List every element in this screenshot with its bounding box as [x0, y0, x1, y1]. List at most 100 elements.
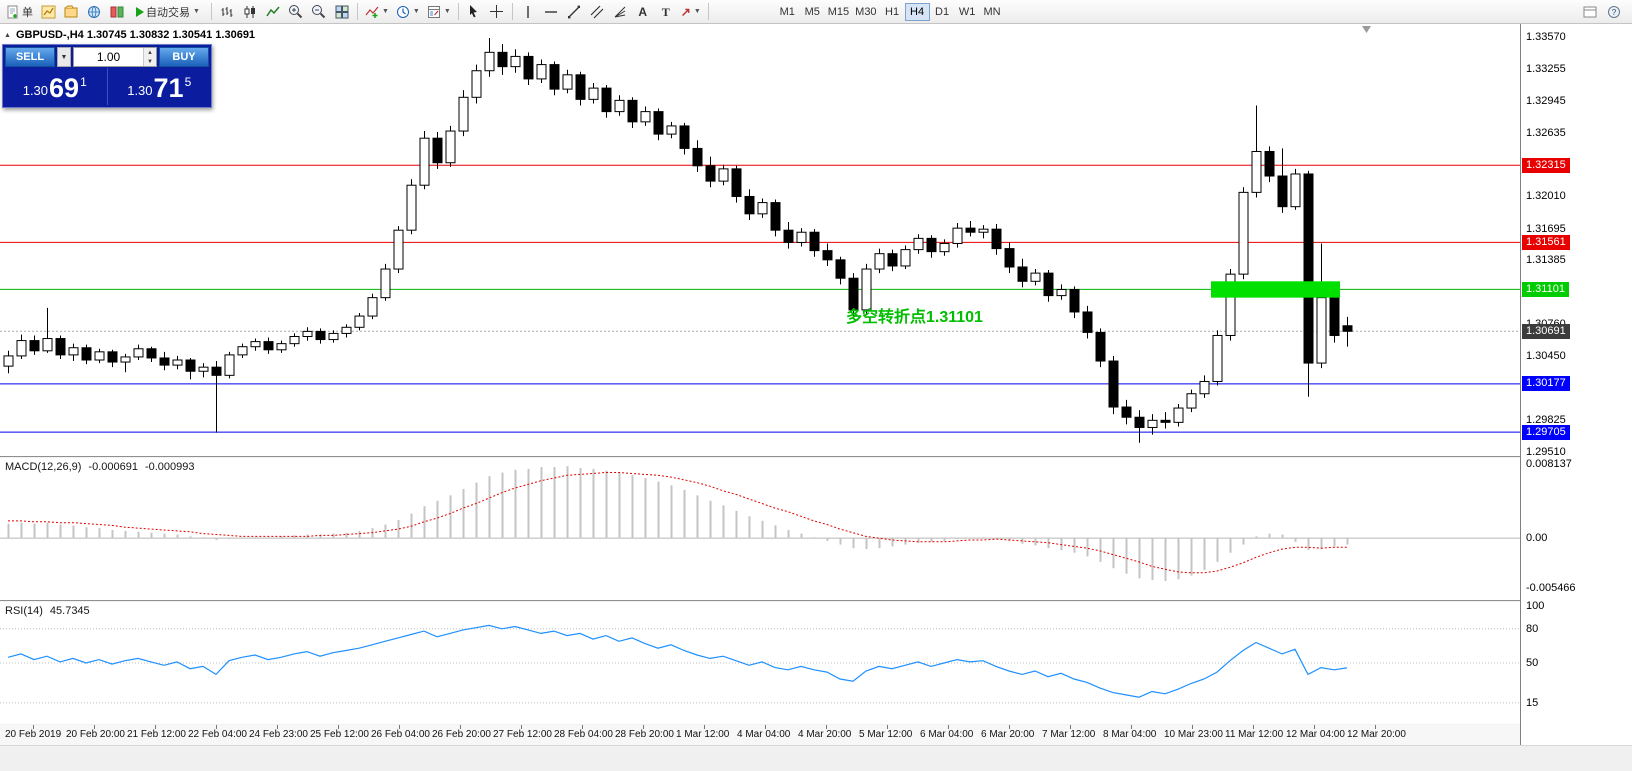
- toolbar: 单 自动交易 ▼: [0, 0, 1632, 24]
- time-tick: [887, 725, 888, 729]
- buy-price-prefix: 1.30: [127, 83, 153, 98]
- panel-splitter[interactable]: [0, 600, 1632, 602]
- bar-chart-icon: [221, 6, 233, 17]
- timeframe-toolbar: M1 M5 M15 M30 H1 H4 D1 W1 MN: [775, 2, 1005, 21]
- autotrading-button[interactable]: 自动交易 ▼: [129, 2, 207, 22]
- timeframe-d1[interactable]: D1: [935, 5, 950, 18]
- sell-price[interactable]: 1.30 69 1: [3, 68, 107, 105]
- buy-button[interactable]: BUY: [159, 47, 209, 67]
- timeframe-mn[interactable]: MN: [983, 5, 1001, 18]
- window-list-button[interactable]: [1579, 2, 1601, 22]
- volume-down-icon[interactable]: ▼: [144, 57, 156, 66]
- price-tag-1.31561: 1.31561: [1522, 234, 1570, 250]
- price-tag-1.30177: 1.30177: [1522, 376, 1570, 392]
- buy-price[interactable]: 1.30 71 5: [108, 68, 212, 105]
- cursor-tool-button[interactable]: [463, 2, 485, 22]
- time-label: 22 Feb 04:00: [188, 729, 247, 740]
- oneclick-collapse-arrow-icon[interactable]: ▲: [4, 31, 11, 39]
- text-label-tool[interactable]: T: [655, 2, 677, 22]
- channel-tool[interactable]: [586, 2, 608, 22]
- line-chart-button[interactable]: [262, 2, 284, 22]
- timeframe-w1[interactable]: W1: [958, 5, 976, 18]
- time-label: 6 Mar 04:00: [920, 729, 974, 740]
- sell-price-big: 69: [49, 73, 80, 103]
- toolbar-right-group: ?: [1579, 2, 1625, 22]
- market-watch-icon[interactable]: [106, 2, 128, 22]
- chevron-down-icon: ▼: [693, 8, 701, 15]
- macd-name: MACD(12,26,9): [5, 461, 82, 473]
- time-label: 5 Mar 12:00: [859, 729, 913, 740]
- macd-axis-label: 0.008137: [1526, 458, 1572, 470]
- bar-chart-button[interactable]: [216, 2, 238, 22]
- fibonacci-tool[interactable]: [609, 2, 631, 22]
- time-tick: [338, 725, 339, 729]
- time-tick: [1192, 725, 1193, 729]
- indicators-icon: [365, 6, 379, 18]
- arrows-tool[interactable]: ↗ ▼: [678, 2, 704, 22]
- price-axis-label: 1.31695: [1526, 222, 1566, 235]
- zoom-in-button[interactable]: [285, 2, 307, 22]
- profiles-icon[interactable]: [60, 2, 82, 22]
- time-label: 12 Mar 20:00: [1347, 729, 1406, 740]
- timeframe-h4[interactable]: H4: [904, 2, 930, 21]
- timeframe-m30[interactable]: M30: [855, 5, 877, 18]
- chevron-down-icon: ▼: [381, 8, 389, 15]
- new-order-button[interactable]: 单: [3, 2, 36, 22]
- volume-input[interactable]: [74, 48, 143, 66]
- time-tick: [643, 725, 644, 729]
- channel-icon: [590, 5, 604, 18]
- time-tick: [948, 725, 949, 729]
- periods-button[interactable]: ▼: [393, 2, 423, 22]
- help-button[interactable]: ?: [1603, 2, 1625, 22]
- rsi-chart[interactable]: [0, 602, 1520, 724]
- chart-window-icon[interactable]: [37, 2, 59, 22]
- text-label-icon: T: [661, 4, 670, 19]
- horizontal-line-tool[interactable]: [540, 2, 562, 22]
- volume-field-wrap: ▲ ▼: [73, 47, 157, 67]
- one-click-prices: 1.30 69 1 1.30 71 5: [3, 68, 211, 105]
- zoom-out-button[interactable]: [308, 2, 330, 22]
- rsi-name: RSI(14): [5, 605, 43, 617]
- time-tick: [521, 725, 522, 729]
- profiles-glyph: [64, 5, 77, 17]
- timeframe-m1[interactable]: M1: [779, 5, 795, 18]
- indicators-button[interactable]: ▼: [362, 2, 392, 22]
- time-tick: [277, 725, 278, 729]
- toolbar-separator: [511, 3, 513, 20]
- volume-up-icon[interactable]: ▲: [144, 48, 156, 57]
- globe-glyph: [88, 5, 100, 18]
- tile-windows-button[interactable]: [331, 2, 353, 22]
- time-label: 20 Feb 2019: [5, 729, 62, 740]
- sell-button[interactable]: SELL: [5, 47, 55, 67]
- one-click-top-row: SELL ▼ ▲ ▼ BUY: [3, 45, 211, 68]
- time-axis[interactable]: 20 Feb 2019 20 Feb 20:00 21 Feb 12:00 22 Fe…: [0, 725, 1632, 745]
- candlestick-chart[interactable]: [0, 24, 1520, 456]
- macd-panel[interactable]: MACD(12,26,9) -0.000691 -0.000993: [0, 458, 1520, 600]
- rsi-panel[interactable]: RSI(14) 45.7345: [0, 602, 1520, 724]
- timeframe-m5[interactable]: M5: [804, 5, 820, 18]
- autotrading-label: 自动交易: [146, 6, 190, 19]
- macd-chart[interactable]: [0, 458, 1520, 600]
- chevron-down-icon: ▼: [443, 8, 451, 15]
- templates-button[interactable]: ▼: [424, 2, 454, 22]
- window-list-icon: [1583, 6, 1597, 17]
- rsi-axis-label: 100: [1526, 600, 1545, 612]
- price-chart-panel[interactable]: ▲ GBPUSD-,H4 1.30745 1.30832 1.30541 1.3…: [0, 24, 1520, 456]
- candlestick-chart-button[interactable]: [239, 2, 261, 22]
- timeframe-h1[interactable]: H1: [885, 5, 900, 18]
- text-tool[interactable]: A: [632, 2, 654, 22]
- panel-splitter[interactable]: [0, 724, 1632, 725]
- crosshair-tool-button[interactable]: [486, 2, 508, 22]
- trendline-tool[interactable]: [563, 2, 585, 22]
- horizontal-line-icon: [544, 10, 557, 13]
- timeframe-m15[interactable]: M15: [827, 5, 850, 18]
- globe-icon[interactable]: [83, 2, 105, 22]
- volume-dropdown-button[interactable]: ▼: [57, 47, 71, 67]
- price-axis[interactable]: 1.33570 1.33255 1.32945 1.32635 1.32010 1.316…: [1520, 24, 1632, 745]
- price-axis-label: 1.32945: [1526, 94, 1566, 107]
- panel-splitter[interactable]: [0, 456, 1632, 458]
- text-icon: A: [638, 4, 648, 19]
- vertical-line-tool[interactable]: [517, 2, 539, 22]
- price-tag-1.31101: 1.31101: [1522, 281, 1569, 297]
